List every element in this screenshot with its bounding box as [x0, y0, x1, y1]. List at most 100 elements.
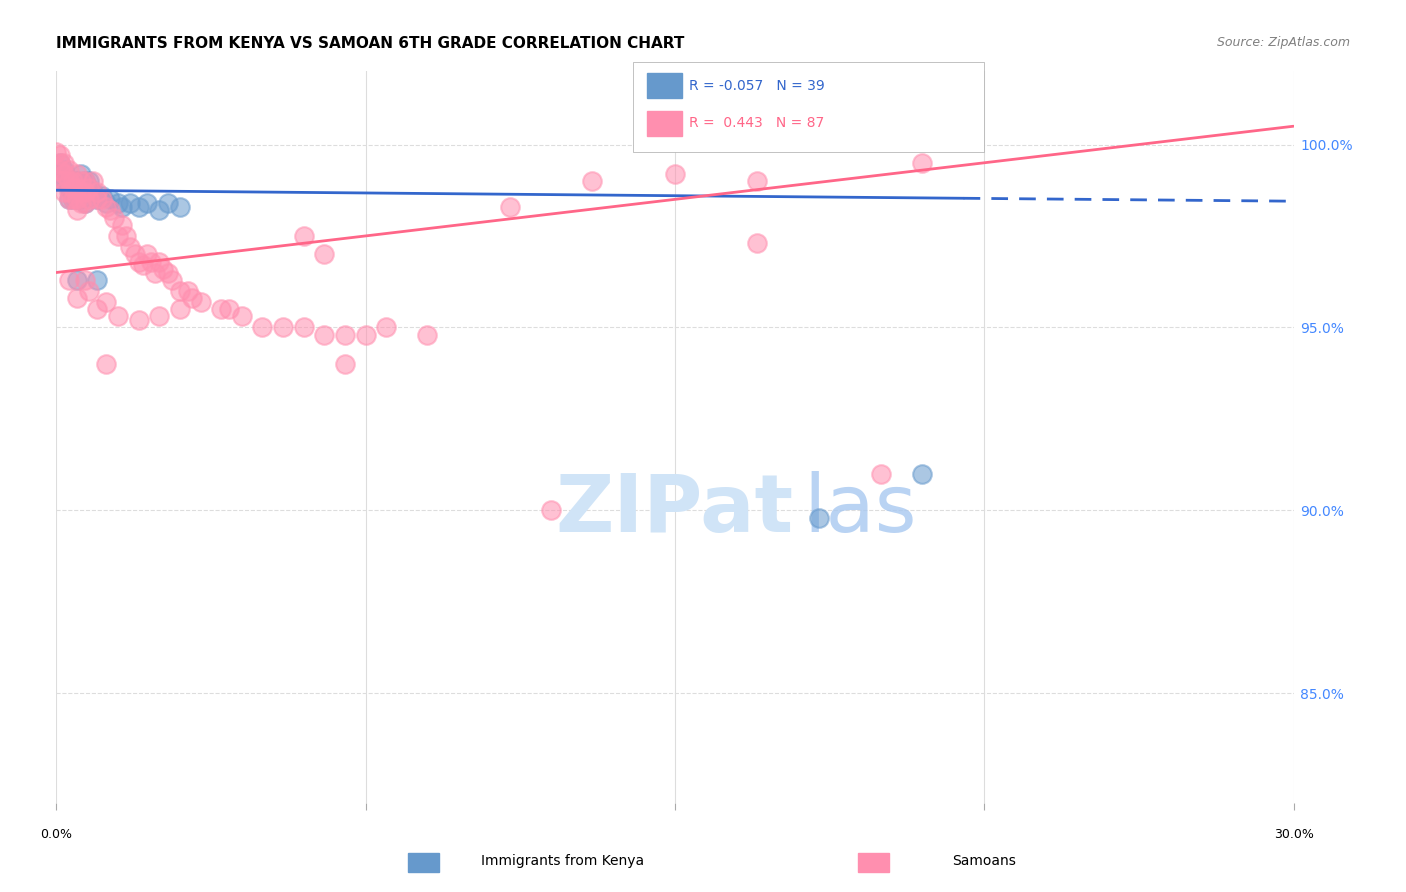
Text: 0.0%: 0.0%	[41, 829, 72, 841]
Point	[58, 163, 80, 178]
Point	[53, 167, 76, 181]
Point	[62, 174, 84, 188]
Point	[271, 320, 294, 334]
Point	[747, 174, 769, 188]
Point	[45, 174, 67, 188]
Text: las: las	[804, 471, 917, 549]
Point	[115, 228, 138, 243]
Point	[62, 181, 84, 195]
Point	[58, 174, 80, 188]
Point	[58, 174, 80, 188]
Point	[120, 240, 142, 254]
Point	[66, 181, 89, 195]
Point	[58, 181, 80, 195]
Point	[581, 174, 603, 188]
Point	[77, 193, 100, 207]
Point	[111, 200, 134, 214]
Point	[58, 193, 80, 207]
Text: Samoans: Samoans	[952, 854, 1017, 868]
Text: IMMIGRANTS FROM KENYA VS SAMOAN 6TH GRADE CORRELATION CHART: IMMIGRANTS FROM KENYA VS SAMOAN 6TH GRAD…	[56, 36, 685, 51]
Point	[75, 185, 97, 199]
Point	[128, 200, 150, 214]
Point	[177, 284, 200, 298]
Point	[66, 193, 89, 207]
Point	[90, 193, 112, 207]
Point	[136, 196, 159, 211]
Point	[86, 301, 108, 317]
Point	[143, 265, 166, 279]
Point	[747, 236, 769, 251]
Point	[499, 200, 522, 214]
Point	[128, 313, 150, 327]
Point	[169, 200, 191, 214]
Text: 30.0%: 30.0%	[1274, 829, 1313, 841]
Point	[82, 185, 104, 199]
Point	[86, 273, 108, 287]
Point	[209, 301, 232, 317]
Point	[292, 320, 315, 334]
Point	[375, 320, 398, 334]
Point	[416, 327, 439, 342]
Point	[156, 265, 179, 279]
Point	[75, 196, 97, 211]
Point	[70, 167, 93, 181]
Point	[66, 203, 89, 218]
Point	[62, 174, 84, 188]
Point	[66, 193, 89, 207]
Point	[66, 291, 89, 305]
Point	[107, 196, 129, 211]
Point	[70, 193, 93, 207]
Point	[169, 284, 191, 298]
Point	[58, 185, 80, 199]
Point	[86, 193, 108, 207]
Point	[540, 503, 562, 517]
Point	[148, 203, 170, 218]
Point	[66, 167, 89, 181]
Point	[77, 181, 100, 195]
Point	[66, 273, 89, 287]
Point	[77, 174, 100, 188]
Point	[132, 258, 155, 272]
Point	[314, 247, 336, 261]
Point	[218, 301, 240, 317]
Point	[75, 185, 97, 199]
Point	[90, 188, 112, 202]
Point	[82, 174, 104, 188]
Point	[53, 174, 76, 188]
Point	[49, 174, 72, 188]
Point	[870, 467, 893, 481]
Point	[49, 155, 72, 169]
Point	[98, 203, 121, 218]
Point	[66, 174, 89, 188]
Point	[75, 273, 97, 287]
Text: R =  0.443   N = 87: R = 0.443 N = 87	[689, 116, 824, 130]
Point	[160, 273, 183, 287]
Point	[148, 254, 170, 268]
Point	[70, 174, 93, 188]
Point	[62, 193, 84, 207]
Point	[94, 196, 117, 211]
Point	[75, 174, 97, 188]
Text: Immigrants from Kenya: Immigrants from Kenya	[481, 854, 644, 868]
Point	[139, 254, 162, 268]
Point	[152, 261, 174, 276]
Point	[252, 320, 274, 334]
Point	[664, 167, 686, 181]
Point	[98, 193, 121, 207]
Point	[111, 218, 134, 232]
Point	[86, 185, 108, 199]
Point	[75, 196, 97, 211]
Point	[70, 181, 93, 195]
Point	[49, 163, 72, 178]
Point	[75, 174, 97, 188]
Point	[292, 228, 315, 243]
Point	[94, 357, 117, 371]
Point	[136, 247, 159, 261]
Point	[103, 211, 125, 225]
Point	[107, 310, 129, 324]
Point	[77, 181, 100, 195]
Point	[148, 310, 170, 324]
Point	[53, 185, 76, 199]
Text: Source: ZipAtlas.com: Source: ZipAtlas.com	[1216, 36, 1350, 49]
Text: ZIPat: ZIPat	[555, 471, 794, 549]
